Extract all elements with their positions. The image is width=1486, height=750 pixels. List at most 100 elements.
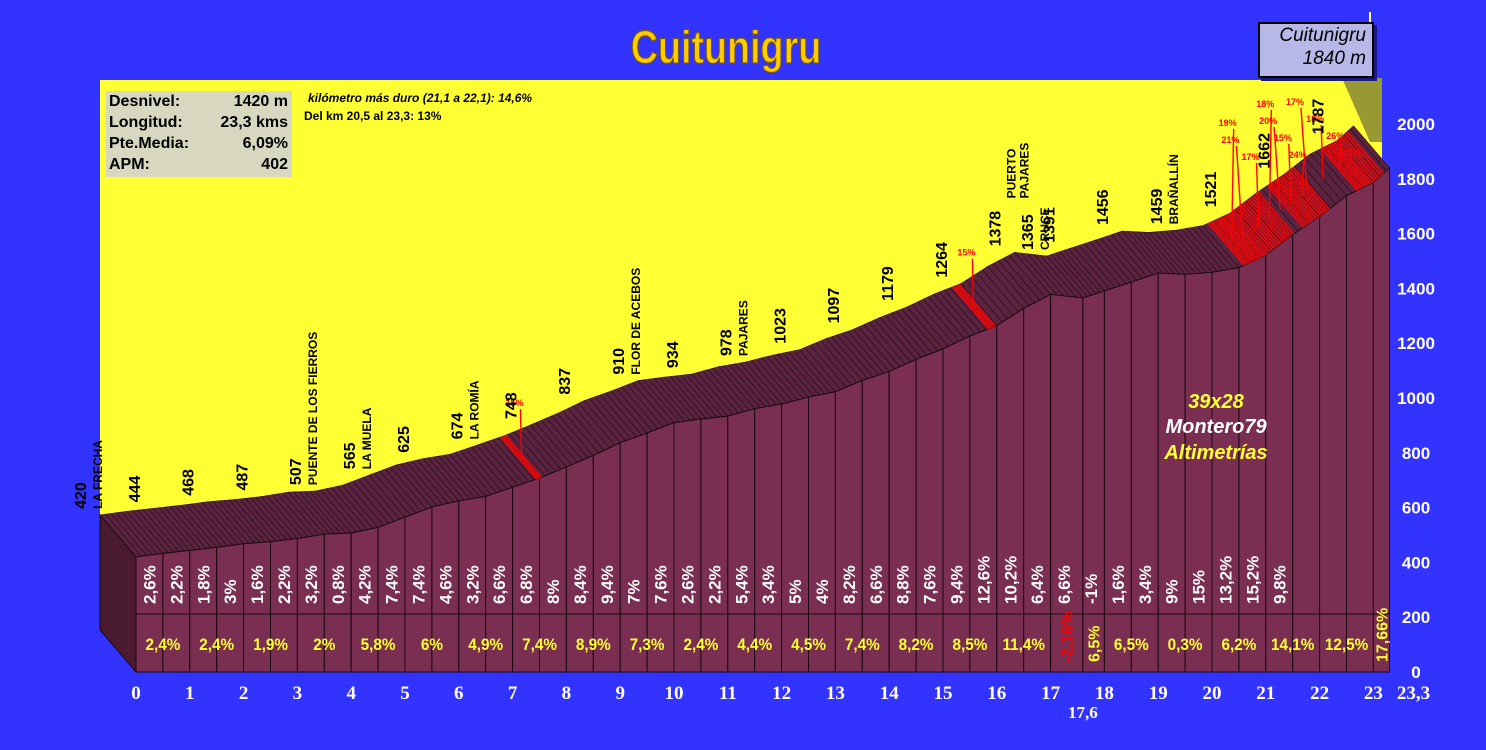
- profile-front-segment: [673, 418, 702, 673]
- steep-gradient-label: 26%: [1326, 131, 1344, 141]
- profile-hatch-line: [239, 498, 277, 542]
- profile-hatch-line: [331, 487, 368, 530]
- y-tick-label: 1400: [1397, 279, 1435, 298]
- km-gradient-label: 2,4%: [145, 635, 180, 654]
- profile-hatch-line: [158, 507, 196, 550]
- profile-hatch-line: [1181, 229, 1218, 272]
- profile-hatch-line: [427, 457, 465, 501]
- half-km-gradient-label: 3,2%: [463, 565, 482, 604]
- half-km-gradient-label: 1,8%: [194, 565, 213, 604]
- profile-hatch-line: [513, 431, 551, 474]
- profile-front-segment: [1082, 290, 1105, 673]
- x-tick-label: 8: [562, 683, 572, 704]
- km-gradient-label: 12,5%: [1325, 635, 1368, 654]
- profile-hatch-line: [298, 491, 336, 534]
- half-km-gradient-label: 3,4%: [1136, 565, 1155, 604]
- profile-hatch-line: [1073, 246, 1111, 290]
- profile-hatch-line: [809, 344, 847, 388]
- half-km-gradient-label: 0,8%: [329, 565, 348, 604]
- profile-hatch-line: [1154, 231, 1191, 275]
- y-tick-label: 0: [1411, 663, 1420, 682]
- steep-section-mark: [1269, 183, 1307, 227]
- steep-section-mark: [956, 284, 994, 328]
- credits-line-1: 39x28: [1188, 391, 1244, 413]
- profile-hatch-line: [836, 334, 874, 378]
- steep-gradient-label: 24%: [1289, 150, 1307, 160]
- profile-hatch-line: [1138, 231, 1175, 275]
- x-tick-label: 20: [1203, 683, 1222, 704]
- profile-hatch-line: [266, 495, 304, 538]
- profile-hatch-line: [756, 359, 793, 402]
- profile-hatch-line: [336, 486, 373, 529]
- profile-hatch-line: [761, 357, 799, 401]
- profile-hatch-line: [847, 331, 885, 374]
- half-km-gradient-label: 2,6%: [678, 565, 697, 604]
- steep-leader-line: [1235, 145, 1244, 237]
- profile-hatch-line: [788, 351, 825, 395]
- profile-hatch-line: [379, 470, 417, 514]
- profile-hatch-line: [567, 408, 605, 451]
- altitude-label: 565: [342, 442, 359, 469]
- place-name-label: LA FRECHA: [91, 440, 105, 509]
- profile-front-segment: [1157, 272, 1186, 673]
- stat-longitud: Longitud: 23,3 kms: [109, 114, 288, 131]
- steep-section-mark: [1235, 207, 1273, 251]
- km-gradient-label: 4,4%: [737, 635, 772, 654]
- profile-hatch-line: [105, 513, 142, 557]
- profile-hatch-line: [201, 502, 239, 545]
- half-km-gradient-label: 2,2%: [705, 565, 724, 604]
- x-tick-label: 0: [131, 683, 141, 704]
- x-tick-label: 11: [719, 683, 737, 704]
- steep-leader-line: [1288, 143, 1292, 203]
- half-km-gradient-label: 9%: [1163, 579, 1182, 604]
- half-km-gradient-label: 1,6%: [248, 565, 267, 604]
- profile-hatch-line: [1089, 241, 1127, 285]
- steep-section-mark: [1331, 142, 1369, 186]
- profile-hatch-line: [1105, 236, 1143, 279]
- half-km-gradient-label: 3%: [221, 579, 240, 604]
- altitude-label: 507: [288, 458, 305, 485]
- half-km-gradient-label: 8%: [544, 579, 563, 604]
- profile-hatch-line: [992, 263, 1030, 306]
- profile-hatch-line: [729, 364, 766, 408]
- x-tick-label: 21: [1256, 683, 1275, 704]
- stat-desnivel: Desnivel: 1420 m: [109, 93, 288, 110]
- altitude-label: 1662: [1257, 133, 1274, 169]
- altitude-label: 487: [234, 464, 251, 491]
- profile-hatch-line: [406, 462, 443, 505]
- steep-leader-line: [519, 408, 523, 458]
- steep-gradient-label: 15%: [505, 398, 523, 408]
- altitude-label: 978: [719, 329, 736, 356]
- km-gradient-label: 6,2%: [1221, 635, 1256, 654]
- profile-front-segment: [915, 348, 944, 673]
- profile-hatch-line: [626, 384, 664, 428]
- profile-hatch-line: [594, 396, 632, 440]
- profile-hatch-line: [1186, 228, 1224, 271]
- profile-hatch-line: [169, 506, 207, 549]
- steep-section-mark: [1257, 191, 1295, 235]
- steep-leader-line: [1338, 141, 1342, 170]
- half-km-gradient-label: 4%: [813, 579, 832, 604]
- profile-hatch-line: [696, 372, 734, 415]
- credits-line-3: Altimetrías: [1163, 442, 1267, 464]
- profile-hatch-line: [454, 452, 492, 495]
- half-km-gradient-label: 10,2%: [1001, 556, 1020, 604]
- half-km-gradient-label: 6,6%: [1055, 565, 1074, 604]
- steep-section-mark: [1214, 219, 1252, 263]
- profile-front-segment: [727, 408, 756, 673]
- steep-leader-line: [1268, 109, 1273, 218]
- half-km-gradient-label: 7,4%: [383, 565, 402, 604]
- profile-hatch-line: [643, 379, 680, 423]
- steep-section-mark: [1237, 206, 1276, 250]
- steep-gradient-label: 21%: [1342, 148, 1360, 158]
- profile-front-segment: [754, 403, 783, 673]
- steep-gradient-label: 21%: [1221, 135, 1239, 145]
- altitude-label: 748: [503, 392, 520, 419]
- km-gradient-label: 0,3%: [1168, 635, 1203, 654]
- profile-hatch-line: [777, 353, 815, 397]
- profile-hatch-line: [137, 509, 174, 553]
- altitude-label: 1787: [1310, 99, 1327, 135]
- steep-section-mark: [1277, 177, 1315, 221]
- profile-hatch-line: [1003, 257, 1041, 301]
